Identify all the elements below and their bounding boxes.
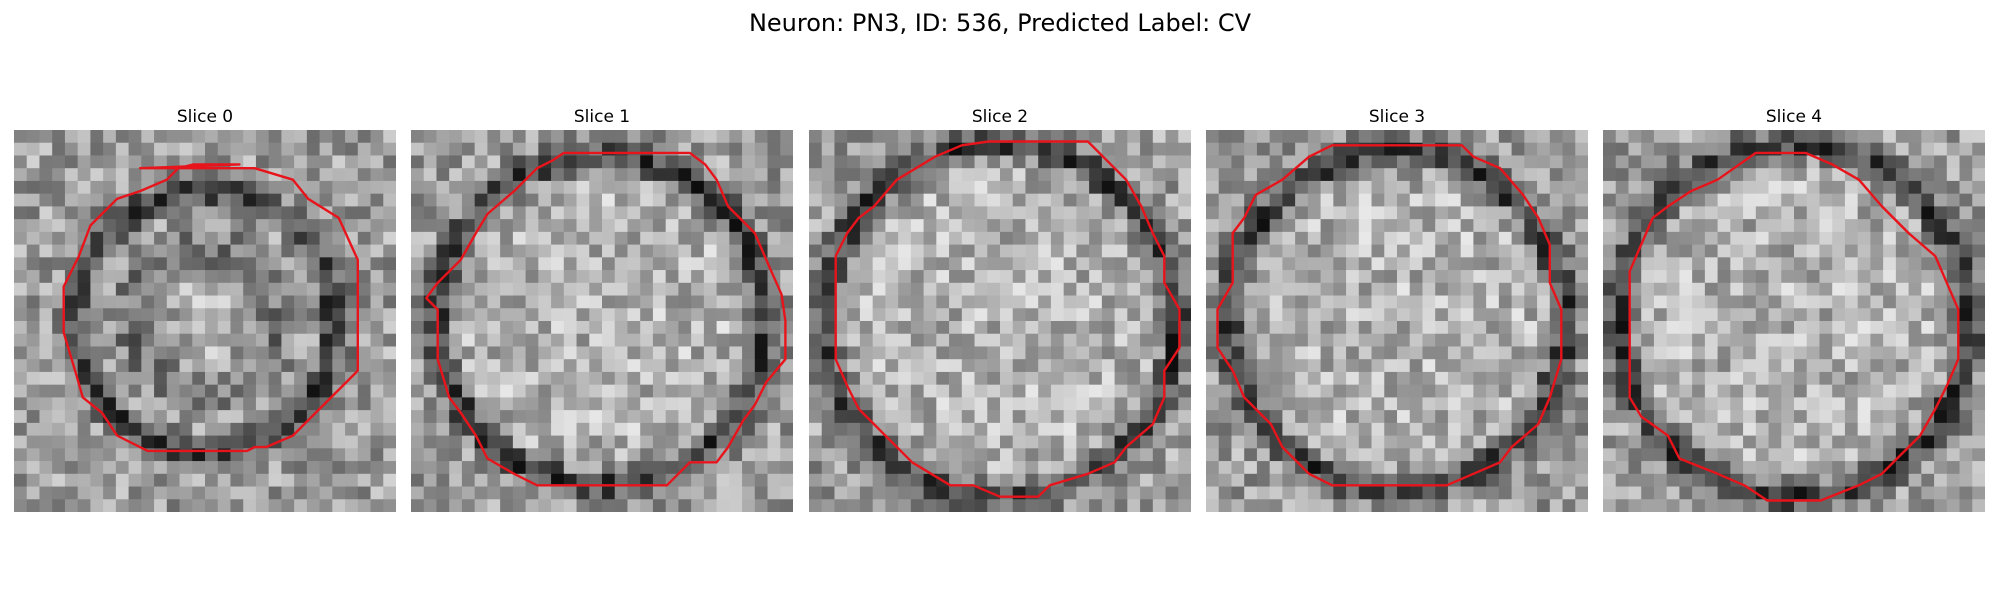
- slice-texture: [1603, 130, 1985, 512]
- slice-title-2: Slice 2: [971, 107, 1029, 127]
- segmentation-contour: [62, 163, 359, 453]
- slice-panel-3: Slice 3: [1206, 104, 1588, 512]
- slice-image-0: [14, 130, 396, 512]
- slice-title-4: Slice 4: [1765, 107, 1823, 127]
- slice-texture: [14, 130, 396, 512]
- slice-panel-2: Slice 2: [809, 104, 1191, 512]
- segmentation-contour: [834, 140, 1181, 498]
- slice-title-3: Slice 3: [1368, 107, 1426, 127]
- figure-title: Neuron: PN3, ID: 536, Predicted Label: C…: [748, 9, 1252, 37]
- slice-texture: [411, 130, 793, 512]
- slice-title-0: Slice 0: [176, 107, 234, 127]
- slice-image-3: [1206, 130, 1588, 512]
- slice-image-1: [411, 130, 793, 512]
- slice-panel-1: Slice 1: [411, 104, 793, 512]
- slice-image-4: [1603, 130, 1985, 512]
- slice-texture: [1206, 130, 1588, 512]
- segmentation-contour: [1216, 144, 1563, 487]
- segmentation-contour: [1628, 151, 1960, 502]
- slice-panel-0: Slice 0: [14, 104, 396, 512]
- segmentation-contour: [425, 151, 787, 487]
- slice-image-2: [809, 130, 1191, 512]
- slice-panel-4: Slice 4: [1603, 104, 1985, 512]
- slice-texture: [809, 130, 1191, 512]
- slice-title-1: Slice 1: [573, 107, 631, 127]
